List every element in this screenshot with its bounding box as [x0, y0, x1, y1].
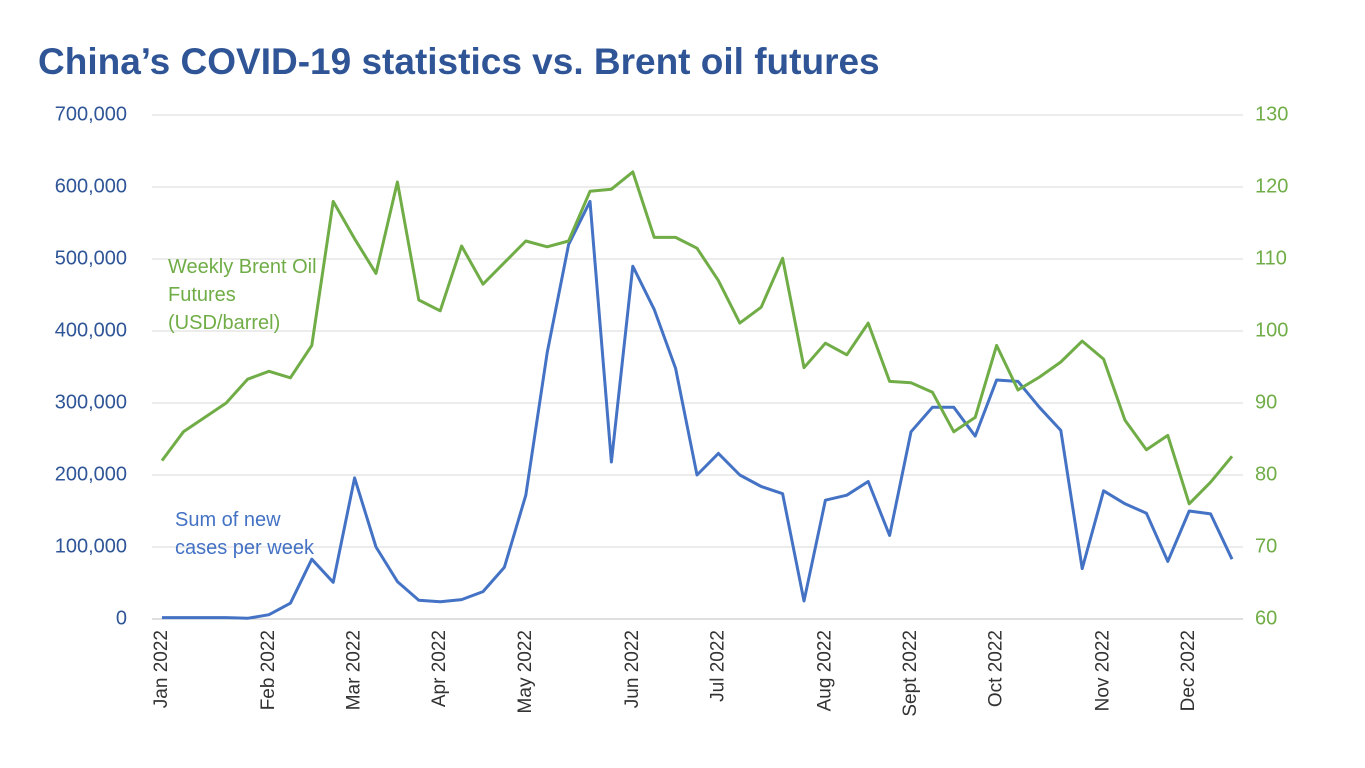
x-tick-label: Jul 2022 [707, 630, 728, 702]
y2-tick-label: 100 [1255, 319, 1288, 341]
series-label: Weekly Brent Oil Futures (USD/barrel) [168, 256, 317, 334]
x-tick-label: Nov 2022 [1093, 630, 1114, 711]
series-label: Sum of new cases per week [175, 509, 314, 559]
y-tick-label: 300,000 [55, 391, 127, 413]
y-tick-label: 200,000 [55, 463, 127, 485]
x-tick-label: Dec 2022 [1178, 630, 1199, 711]
line-series [162, 199, 1234, 620]
x-tick-label: Mar 2022 [344, 630, 365, 710]
x-tick-label: Jun 2022 [622, 630, 643, 708]
x-tick-label: Jan 2022 [151, 630, 172, 708]
y-tick-label: 0 [116, 607, 127, 629]
y2-tick-label: 90 [1255, 391, 1277, 413]
x-tick-label: Sept 2022 [900, 630, 921, 717]
y-tick-label: 600,000 [55, 175, 127, 197]
y2-tick-label: 70 [1255, 535, 1277, 557]
line-series [160, 170, 1234, 506]
y-tick-label: 100,000 [55, 535, 127, 557]
y2-tick-label: 120 [1255, 175, 1288, 197]
chart-title: China’s COVID-19 statistics vs. Brent oi… [38, 41, 880, 82]
y-tick-label: 700,000 [55, 103, 127, 125]
y2-tick-label: 60 [1255, 607, 1277, 629]
y2-tick-label: 110 [1255, 247, 1287, 269]
y-tick-label: 400,000 [55, 319, 127, 341]
x-tick-label: Apr 2022 [429, 630, 450, 707]
x-tick-label: Aug 2022 [814, 630, 835, 711]
x-tick-label: May 2022 [515, 630, 536, 713]
x-tick-label: Oct 2022 [986, 630, 1007, 707]
y2-tick-label: 80 [1255, 463, 1277, 485]
y-tick-label: 500,000 [55, 247, 127, 269]
y2-tick-label: 130 [1255, 103, 1288, 125]
x-tick-label: Feb 2022 [258, 630, 279, 710]
